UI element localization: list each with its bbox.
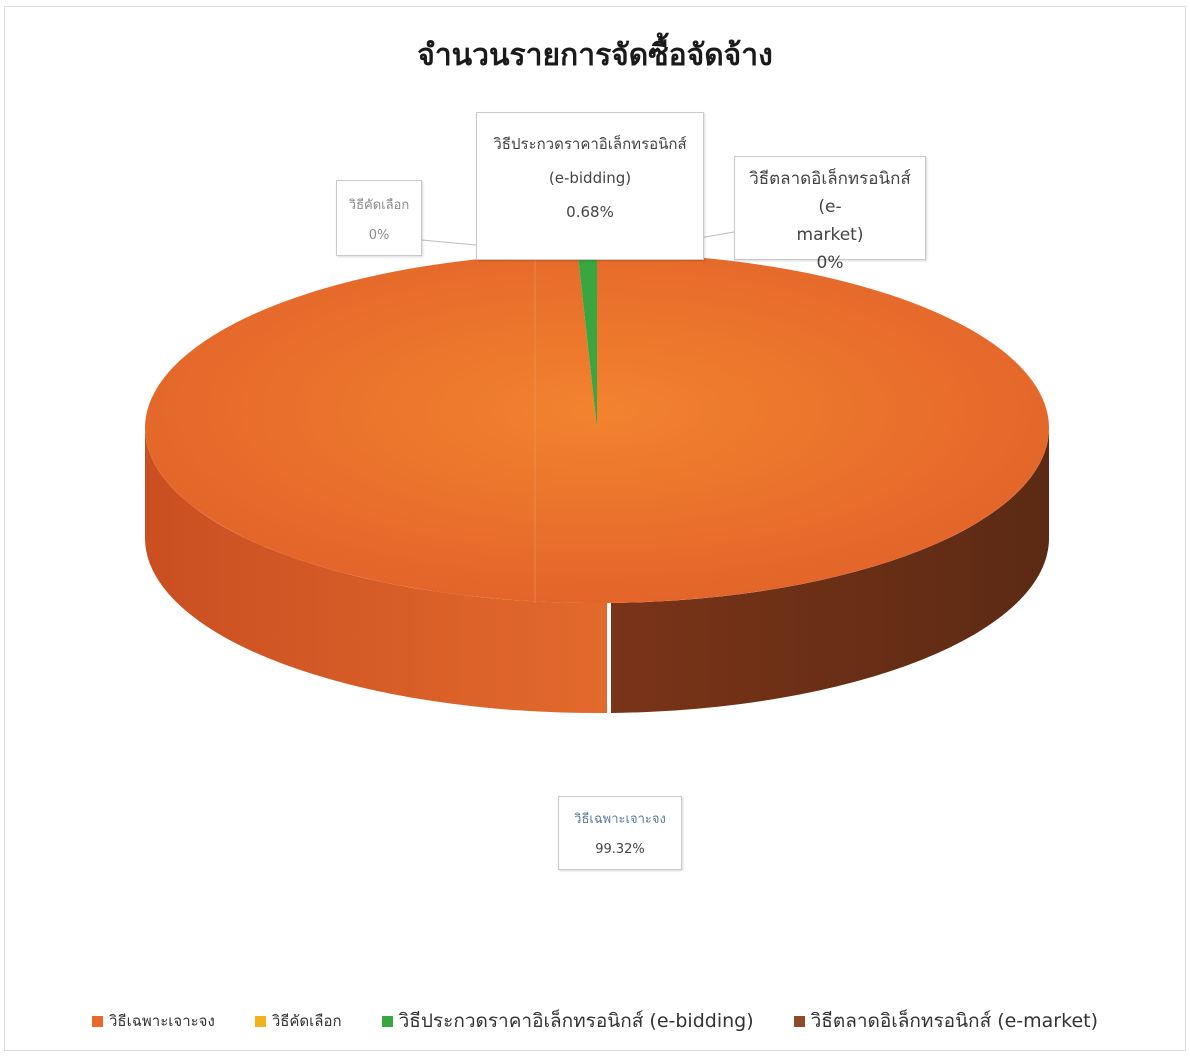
data-label-value: 0.68%	[566, 203, 614, 221]
legend-item-selection: วิธีคัดเลือก	[254, 1006, 342, 1036]
legend-swatch	[793, 1015, 805, 1027]
data-label-emarket: วิธีตลาดอิเล็กทรอนิกส์ (e- market) 0%	[734, 156, 926, 273]
legend-swatch	[92, 1015, 103, 1027]
legend-item-ebidding: วิธีประกวดราคาอิเล็กทรอนิกส์ (e-bidding)	[381, 1006, 754, 1036]
data-label-value: 0%	[816, 253, 844, 273]
data-label-name: วิธีตลาดอิเล็กทรอนิกส์ (e-	[749, 169, 911, 217]
data-label-specific: วิธีเฉพาะเจาะจง 99.32%	[558, 796, 682, 870]
pie-slice	[144, 253, 1049, 603]
legend-label: วิธีเฉพาะเจาะจง	[109, 1012, 215, 1030]
data-label-name: วิธีประกวดราคาอิเล็กทรอนิกส์	[493, 135, 687, 153]
data-label-ebidding: วิธีประกวดราคาอิเล็กทรอนิกส์ (e-bidding)…	[476, 112, 704, 260]
chart-title: จำนวนรายการจัดซื้อจัดจ้าง	[417, 38, 773, 73]
data-label-selection: วิธีคัดเลือก 0%	[336, 180, 422, 256]
data-label-name: วิธีคัดเลือก	[348, 198, 410, 213]
legend-label: วิธีตลาดอิเล็กทรอนิกส์ (e-market)	[810, 1010, 1098, 1032]
pie-slices	[144, 253, 1049, 714]
legend-label: วิธีประกวดราคาอิเล็กทรอนิกส์ (e-bidding)	[398, 1010, 754, 1032]
pie-side-left	[144, 428, 607, 714]
data-label-value: 99.32%	[595, 842, 645, 857]
legend-swatch	[381, 1015, 393, 1027]
legend-swatch	[254, 1015, 266, 1027]
chart-frame	[4, 6, 1186, 1051]
data-label-name-2: market)	[796, 225, 864, 245]
legend-item-specific: วิธีเฉพาะเจาะจง	[92, 1006, 215, 1036]
data-label-name: วิธีเฉพาะเจาะจง	[574, 812, 666, 827]
pie-side-right	[611, 428, 1049, 713]
legend-item-emarket: วิธีตลาดอิเล็กทรอนิกส์ (e-market)	[793, 1006, 1098, 1036]
data-label-name-2: (e-bidding)	[548, 169, 632, 187]
pie-slice	[577, 253, 597, 428]
data-label-value: 0%	[368, 228, 390, 243]
legend-label: วิธีคัดเลือก	[271, 1012, 342, 1030]
chart-legend: วิธีเฉพาะเจาะจง วิธีคัดเลือก วิธีประกวดร…	[0, 1006, 1190, 1036]
